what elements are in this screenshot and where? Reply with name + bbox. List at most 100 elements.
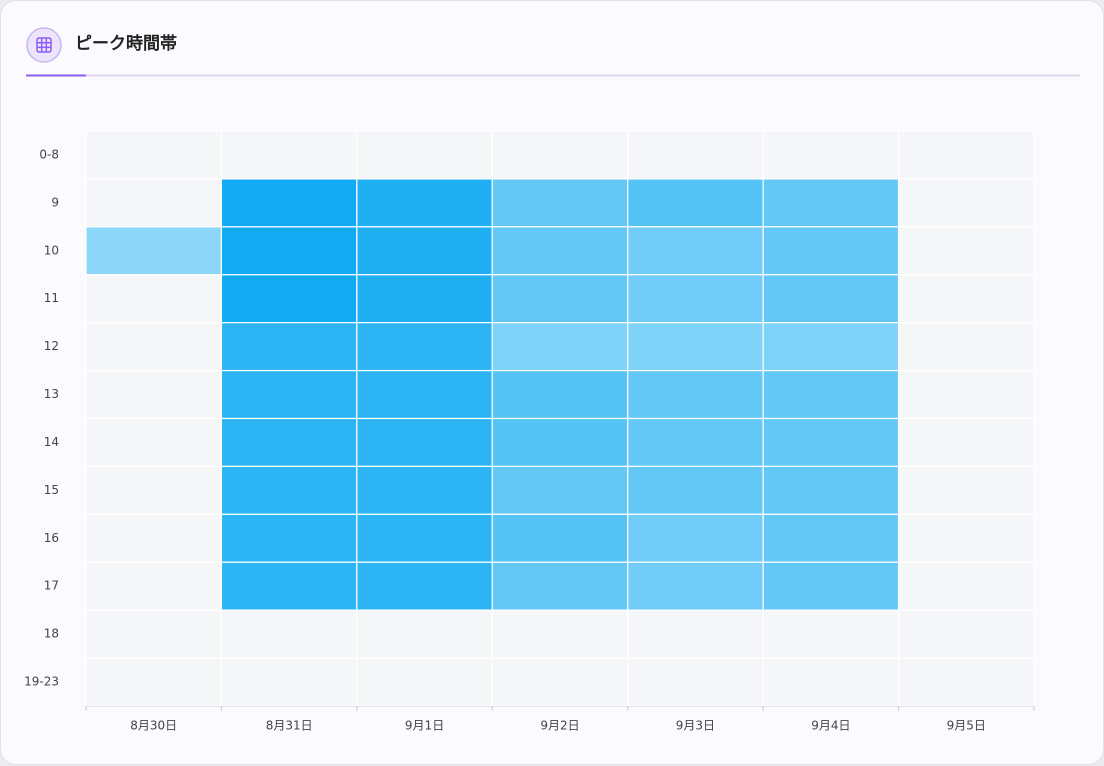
empty-cell bbox=[897, 178, 1035, 228]
cell bbox=[220, 226, 358, 276]
cell bbox=[356, 226, 493, 276]
empty-cell bbox=[220, 657, 358, 707]
y-tick-label: 16 bbox=[44, 531, 59, 545]
cell bbox=[220, 513, 358, 563]
cell bbox=[762, 465, 900, 515]
empty-cell bbox=[220, 130, 358, 180]
empty-cell bbox=[85, 130, 223, 180]
cell bbox=[356, 322, 493, 372]
cell bbox=[356, 513, 493, 563]
empty-cell bbox=[897, 513, 1035, 563]
cell bbox=[220, 178, 358, 228]
empty-cell bbox=[762, 130, 900, 180]
cell bbox=[220, 561, 358, 611]
cell bbox=[627, 178, 764, 228]
empty-cell bbox=[85, 322, 223, 372]
cell bbox=[627, 322, 764, 372]
cell bbox=[491, 417, 629, 468]
cell bbox=[762, 322, 900, 372]
x-tick-label: 9月5日 bbox=[947, 719, 986, 733]
empty-cell bbox=[356, 609, 493, 659]
y-tick-label: 11 bbox=[44, 291, 59, 305]
y-tick-label: 19-23 bbox=[24, 675, 59, 689]
y-tick-label: 12 bbox=[44, 339, 59, 353]
cell bbox=[491, 513, 629, 563]
cell bbox=[356, 178, 493, 228]
empty-cell bbox=[762, 609, 900, 659]
cell bbox=[627, 561, 764, 611]
cell bbox=[627, 369, 764, 420]
cell bbox=[491, 226, 629, 276]
cell bbox=[220, 369, 358, 420]
empty-cell bbox=[220, 609, 358, 659]
empty-cell bbox=[85, 465, 223, 515]
y-tick-label: 18 bbox=[44, 627, 59, 641]
y-tick-label: 17 bbox=[44, 579, 59, 593]
cell bbox=[356, 561, 493, 611]
cell bbox=[491, 465, 629, 515]
cell bbox=[762, 561, 900, 611]
x-tick-label: 9月4日 bbox=[811, 719, 850, 733]
empty-cell bbox=[356, 130, 493, 180]
empty-cell bbox=[491, 657, 629, 707]
cell bbox=[627, 465, 764, 515]
y-tick-label: 14 bbox=[44, 435, 59, 449]
x-tick-label: 9月1日 bbox=[405, 719, 444, 733]
cell bbox=[220, 274, 358, 324]
empty-cell bbox=[897, 465, 1035, 515]
cell bbox=[762, 226, 900, 276]
empty-cell bbox=[491, 130, 629, 180]
empty-cell bbox=[85, 417, 223, 468]
cell bbox=[356, 274, 493, 324]
x-tick-label: 9月2日 bbox=[540, 719, 579, 733]
empty-cell bbox=[897, 226, 1035, 276]
x-tick-label: 8月30日 bbox=[130, 719, 177, 733]
empty-cell bbox=[491, 609, 629, 659]
empty-cell bbox=[897, 417, 1035, 468]
empty-cell bbox=[85, 561, 223, 611]
cell bbox=[220, 465, 358, 515]
empty-cell bbox=[85, 178, 223, 228]
x-tick-label: 8月31日 bbox=[266, 719, 313, 733]
icon-bg bbox=[26, 27, 62, 63]
cell bbox=[762, 274, 900, 324]
empty-cell bbox=[85, 369, 223, 420]
empty-cell bbox=[85, 609, 223, 659]
empty-cell bbox=[897, 322, 1035, 372]
empty-cell bbox=[897, 130, 1035, 180]
empty-cell bbox=[85, 657, 223, 707]
grid-icon bbox=[36, 37, 52, 53]
cell bbox=[762, 369, 900, 420]
empty-cell bbox=[356, 657, 493, 707]
empty-cell bbox=[627, 609, 764, 659]
empty-cell bbox=[762, 657, 900, 707]
cell bbox=[356, 417, 493, 468]
empty-cell bbox=[897, 369, 1035, 420]
cell bbox=[627, 513, 764, 563]
cell bbox=[627, 417, 764, 468]
empty-cell bbox=[897, 609, 1035, 659]
chart-title: ピーク時間帯 bbox=[75, 33, 177, 54]
cell bbox=[627, 226, 764, 276]
cell bbox=[627, 274, 764, 324]
cell bbox=[762, 178, 900, 228]
cell bbox=[356, 465, 493, 515]
cell bbox=[491, 322, 629, 372]
y-tick-label: 15 bbox=[44, 483, 59, 497]
x-tick-label: 9月3日 bbox=[676, 719, 715, 733]
y-tick-label: 9 bbox=[51, 195, 59, 209]
empty-cell bbox=[627, 657, 764, 707]
empty-cell bbox=[897, 561, 1035, 611]
y-tick-label: 0-8 bbox=[39, 147, 59, 161]
cell bbox=[220, 417, 358, 468]
cell bbox=[356, 369, 493, 420]
cell bbox=[220, 322, 358, 372]
cell bbox=[491, 274, 629, 324]
empty-cell bbox=[85, 513, 223, 563]
cell bbox=[762, 513, 900, 563]
cell bbox=[762, 417, 900, 468]
cell bbox=[491, 561, 629, 611]
empty-cell bbox=[897, 657, 1035, 707]
